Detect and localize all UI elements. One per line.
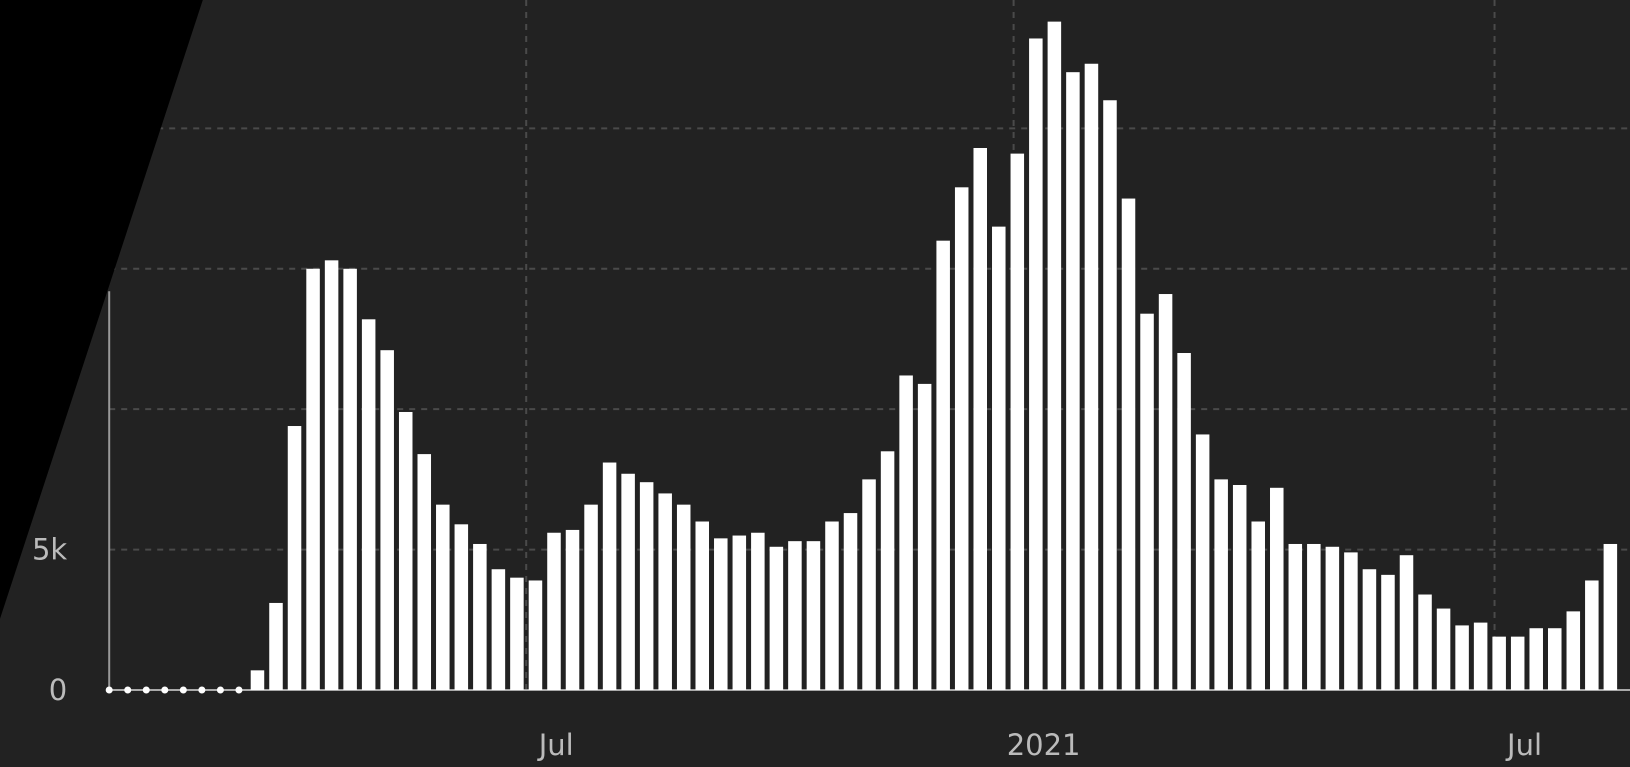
y-tick-label: 0: [49, 673, 67, 707]
bar: [936, 240, 950, 690]
bar: [954, 187, 969, 691]
bar: [161, 686, 169, 694]
bar: [1251, 521, 1265, 690]
x-tick-label: Jul: [1505, 728, 1542, 762]
bar: [1270, 487, 1284, 690]
bar: [473, 543, 487, 690]
bar: [491, 569, 506, 690]
bar: [565, 529, 580, 690]
bar: [1103, 100, 1117, 690]
corner-mask: [0, 0, 203, 619]
bar: [324, 260, 339, 690]
bar: [1566, 611, 1581, 690]
bar: [1288, 543, 1303, 690]
bar: [1418, 594, 1432, 690]
bar: [880, 451, 895, 690]
bar: [124, 686, 132, 694]
bar: [250, 670, 265, 690]
bar: [1047, 21, 1062, 691]
bar: [198, 686, 206, 694]
bar: [398, 411, 413, 690]
bar: [843, 513, 858, 690]
bar: [1307, 543, 1321, 690]
bar: [806, 541, 821, 690]
bar: [732, 535, 747, 690]
bar: [695, 521, 710, 690]
bar: [510, 577, 524, 690]
bar: [1214, 479, 1228, 690]
bar: [973, 147, 988, 690]
bar: [992, 226, 1006, 690]
bar: [862, 479, 876, 690]
bar: [417, 454, 432, 690]
bar: [639, 482, 654, 690]
bar: [917, 383, 932, 690]
bar: [1399, 555, 1414, 690]
bar: [1029, 38, 1043, 690]
bar: [1585, 580, 1599, 690]
bar: [1510, 636, 1525, 690]
bar: [1473, 622, 1488, 690]
bar: [1492, 636, 1506, 690]
bar: [584, 504, 598, 690]
bar: [1529, 628, 1543, 690]
bar: [1232, 484, 1247, 690]
bar: [1381, 574, 1395, 690]
bar: [454, 524, 469, 690]
bar: [621, 473, 635, 690]
bar: [235, 686, 243, 694]
bar: [380, 350, 394, 690]
bar: [105, 686, 113, 694]
bar: [1547, 628, 1562, 690]
bar: [216, 686, 224, 694]
bar: [306, 268, 320, 690]
bar: [142, 686, 150, 694]
bar: [1603, 543, 1618, 690]
bar: [287, 426, 302, 690]
bar: [436, 504, 450, 690]
bar: [1010, 153, 1025, 691]
bar: [343, 268, 357, 690]
bar: [269, 602, 283, 690]
bar: [1066, 72, 1080, 690]
bar: [547, 532, 561, 690]
bar: [714, 538, 728, 690]
bar: [1177, 353, 1191, 690]
x-tick-label: 2021: [1007, 728, 1081, 762]
bar: [676, 504, 691, 690]
bar: [899, 375, 913, 690]
y-tick-label: 5k: [32, 533, 67, 567]
bar: [1195, 434, 1210, 690]
bar: [179, 686, 187, 694]
bar: [1362, 569, 1377, 690]
bar: [788, 541, 802, 690]
bar: [658, 493, 672, 690]
bar: [1436, 608, 1451, 690]
bar: [602, 462, 617, 690]
bar: [1121, 198, 1136, 691]
x-tick-label: Jul: [537, 728, 574, 762]
bar: [769, 546, 784, 690]
bar: [1325, 546, 1340, 690]
bar: [825, 521, 839, 690]
bar: [1455, 625, 1469, 690]
bar: [528, 580, 543, 690]
bar: [1158, 294, 1173, 690]
bar: [1084, 63, 1099, 690]
bar: [361, 319, 376, 690]
bar: [751, 532, 765, 690]
bar: [1140, 313, 1154, 690]
bar: [1344, 552, 1358, 690]
